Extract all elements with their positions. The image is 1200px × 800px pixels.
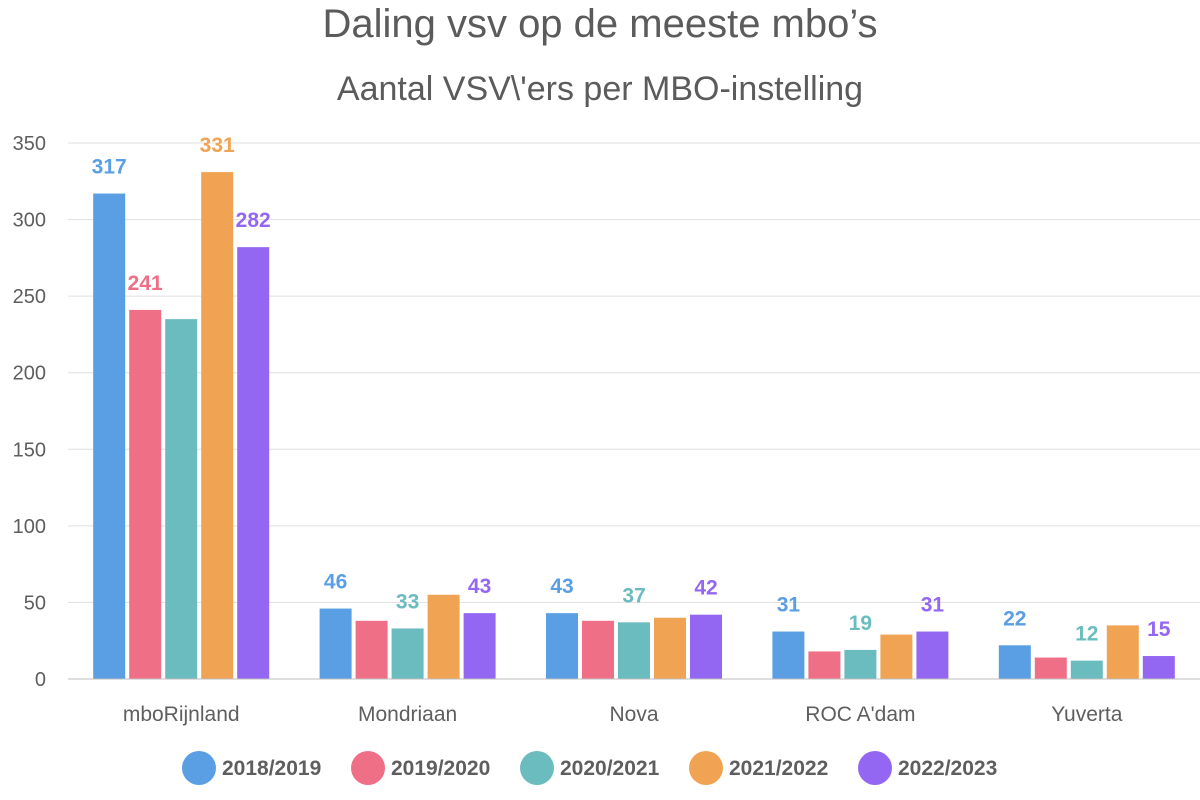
legend-swatch (182, 751, 216, 785)
bar (93, 193, 126, 679)
y-tick-label: 200 (13, 363, 46, 385)
data-labels: 317 241 331 282 46 33 43 43 37 42 31 19 31 22 12 15 (92, 134, 1171, 646)
data-label: 46 (324, 571, 347, 594)
bar (808, 651, 841, 679)
bar (916, 631, 949, 679)
bar (546, 613, 578, 679)
bar (880, 634, 913, 679)
legend-label: 2020/2021 (560, 757, 660, 780)
legend-swatch (351, 751, 385, 785)
y-tick-label: 0 (35, 669, 46, 691)
data-label: 15 (1147, 618, 1171, 641)
legend-swatch (858, 751, 892, 785)
bars (93, 172, 1175, 679)
x-category-label: Nova (609, 703, 658, 726)
x-category-label: mboRijnland (123, 703, 240, 726)
bar (355, 620, 388, 679)
bar (772, 631, 805, 679)
y-tick-label: 350 (13, 133, 46, 155)
chart-title: Daling vsv op de meeste mbo’s (322, 2, 878, 46)
bar (129, 309, 162, 679)
data-label: 282 (236, 209, 271, 232)
data-label: 22 (1003, 607, 1026, 630)
data-label: 31 (777, 594, 801, 617)
bar (1034, 657, 1067, 679)
legend-label: 2018/2019 (222, 757, 321, 780)
bar (201, 172, 234, 679)
legend-label: 2022/2023 (898, 757, 997, 780)
bar (844, 649, 877, 679)
y-tick-label: 50 (24, 592, 46, 614)
data-label: 43 (468, 575, 491, 598)
bar (165, 319, 198, 679)
bar (463, 613, 496, 679)
data-label: 31 (921, 594, 945, 617)
data-label: 33 (396, 590, 419, 613)
chart-subtitle: Aantal VSV\'ers per MBO-instelling (336, 70, 864, 108)
bar (1070, 660, 1103, 679)
y-tick-label: 150 (13, 439, 46, 461)
data-label: 317 (92, 156, 127, 179)
legend-swatch (520, 751, 554, 785)
bar (427, 594, 460, 679)
data-label: 19 (849, 612, 872, 635)
bar (998, 645, 1031, 679)
bar (690, 614, 722, 679)
x-category-label: Mondriaan (358, 703, 457, 726)
legend-label: 2021/2022 (729, 757, 828, 780)
data-label: 331 (200, 134, 235, 157)
legend-swatch (689, 751, 723, 785)
data-label: 12 (1075, 623, 1098, 646)
bar (582, 620, 614, 679)
x-category-label: ROC A'dam (805, 703, 915, 726)
y-tick-label: 300 (13, 210, 46, 232)
axes: 0 50 100 150 200 250 300 350 mboRijnland Mondriaa… (13, 133, 1200, 726)
data-label: 37 (622, 584, 645, 607)
data-label: 241 (128, 272, 163, 295)
y-tick-label: 100 (13, 516, 46, 538)
data-label: 42 (694, 577, 717, 600)
bar (654, 617, 686, 679)
bar (319, 608, 352, 679)
bar (1106, 625, 1139, 679)
bar (237, 247, 270, 679)
bar (1142, 656, 1175, 679)
y-tick-label: 250 (13, 286, 46, 308)
legend: 2018/2019 2019/2020 2020/2021 2021/2022 2022… (182, 751, 997, 785)
legend-label: 2019/2020 (391, 757, 490, 780)
data-label: 43 (550, 575, 573, 598)
bar (391, 628, 424, 679)
x-category-label: Yuverta (1051, 703, 1123, 726)
bar (618, 622, 650, 679)
